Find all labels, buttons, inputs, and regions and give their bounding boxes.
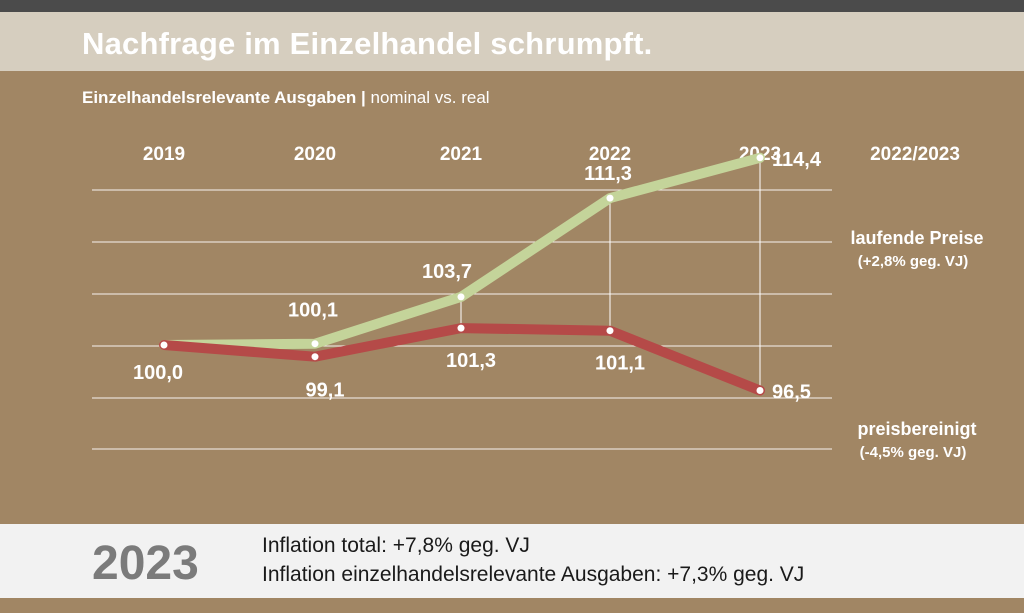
legend-name-laufende-preise: laufende Preise: [850, 228, 983, 248]
label-real-2021: 101,3: [446, 350, 496, 372]
point-nominal-2020: [311, 340, 319, 348]
bottom-strip: [0, 598, 1024, 613]
legend-name-preisbereinigt: preisbereinigt: [857, 419, 976, 439]
label-nominal-2020: 100,1: [288, 300, 338, 322]
series-lines: [159, 152, 765, 396]
subtitle-regular: nominal vs. real: [365, 88, 490, 107]
label-nominal-2022: 111,3: [584, 163, 632, 185]
point-nominal-2022: [606, 194, 614, 202]
point-nominal-2023: [756, 154, 764, 162]
year-label-2021: 2021: [440, 144, 483, 165]
point-real-2020: [311, 353, 319, 361]
inflation-total-note: Inflation total: +7,8% geg. VJ: [262, 534, 530, 557]
year-label-2020: 2020: [294, 144, 336, 165]
label-nominal-2023: 114,4: [772, 149, 822, 171]
label-nominal-2021: 103,7: [422, 261, 472, 283]
label-real-2022: 101,1: [595, 353, 645, 375]
legend-change-preisbereinigt: (-4,5% geg. VJ): [860, 444, 967, 461]
point-real-2022: [606, 327, 614, 335]
inflation-retail-note: Inflation einzelhandelsrelevante Ausgabe…: [262, 563, 805, 586]
series-legend: laufende Preise (+2,8% geg. VJ) preisberei…: [850, 228, 983, 461]
change-column-header: 2022/2023: [870, 144, 960, 165]
point-nominal-2021: [457, 293, 465, 301]
point-real-2023: [756, 387, 764, 394]
top-strip: [0, 0, 1024, 12]
series-line-laufende-preise: [159, 152, 765, 350]
label-real-2020: 99,1: [306, 380, 345, 402]
slide-title: Nachfrage im Einzelhandel schrumpft.: [82, 26, 653, 61]
line-chart: 20192020202120222023 2022/2023 100,1103,…: [92, 144, 984, 461]
label-real-2019: 100,0: [133, 362, 183, 384]
grid-lines: [92, 189, 832, 450]
year-headers: 20192020202120222023: [143, 144, 781, 165]
footer-band: [0, 524, 1024, 598]
title-bar: [0, 12, 1024, 71]
footer-year: 2023: [92, 537, 199, 590]
year-label-2022: 2022: [589, 144, 631, 165]
chart-subtitle: Einzelhandelsrelevante Ausgaben | nomina…: [82, 88, 490, 108]
point-real-2021: [457, 324, 465, 332]
point-real-2019: [160, 341, 168, 349]
year-label-2019: 2019: [143, 144, 185, 165]
data-labels: 100,1 103,7 111,3 114,4 100,0 99,1 101,3 101,1 9…: [133, 149, 822, 404]
subtitle-bold: Einzelhandelsrelevante Ausgaben |: [82, 88, 366, 107]
label-real-2023: 96,5: [772, 382, 811, 404]
legend-change-laufende-preise: (+2,8% geg. VJ): [858, 253, 968, 270]
